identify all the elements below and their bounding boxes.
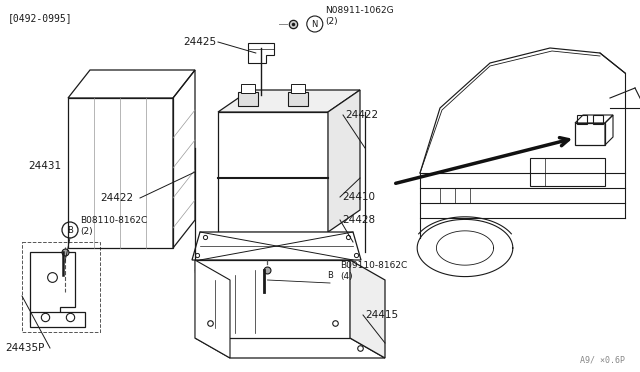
Polygon shape xyxy=(195,260,230,358)
Text: N08911-1062G
(2): N08911-1062G (2) xyxy=(324,6,394,26)
Text: 24422: 24422 xyxy=(345,110,378,120)
Polygon shape xyxy=(350,260,385,358)
Text: B: B xyxy=(67,225,73,234)
Text: 24435P: 24435P xyxy=(5,343,44,353)
Bar xyxy=(22,242,100,332)
Text: B08110-8162C
(2): B08110-8162C (2) xyxy=(80,216,147,236)
Circle shape xyxy=(322,267,338,283)
Polygon shape xyxy=(218,112,328,232)
Text: 24415: 24415 xyxy=(365,310,398,320)
Text: B: B xyxy=(327,270,333,279)
FancyBboxPatch shape xyxy=(287,92,308,106)
Text: [0492-0995]: [0492-0995] xyxy=(8,13,72,23)
Circle shape xyxy=(62,222,78,238)
Text: B09110-8162C
(4): B09110-8162C (4) xyxy=(340,261,407,281)
Polygon shape xyxy=(192,232,361,260)
Text: 24425: 24425 xyxy=(183,37,216,47)
Text: 24410: 24410 xyxy=(342,192,375,202)
Polygon shape xyxy=(30,252,75,322)
Text: 24428: 24428 xyxy=(342,215,375,225)
FancyBboxPatch shape xyxy=(237,92,257,106)
Text: N: N xyxy=(312,19,318,29)
Polygon shape xyxy=(328,90,360,232)
Text: A9/ ×0.6P: A9/ ×0.6P xyxy=(580,356,625,365)
Polygon shape xyxy=(195,260,350,338)
Polygon shape xyxy=(30,312,85,327)
Text: 24431: 24431 xyxy=(28,160,61,170)
Polygon shape xyxy=(195,338,385,358)
FancyBboxPatch shape xyxy=(291,84,305,93)
FancyBboxPatch shape xyxy=(241,84,255,93)
Text: 24422: 24422 xyxy=(100,193,133,203)
Polygon shape xyxy=(218,90,360,112)
